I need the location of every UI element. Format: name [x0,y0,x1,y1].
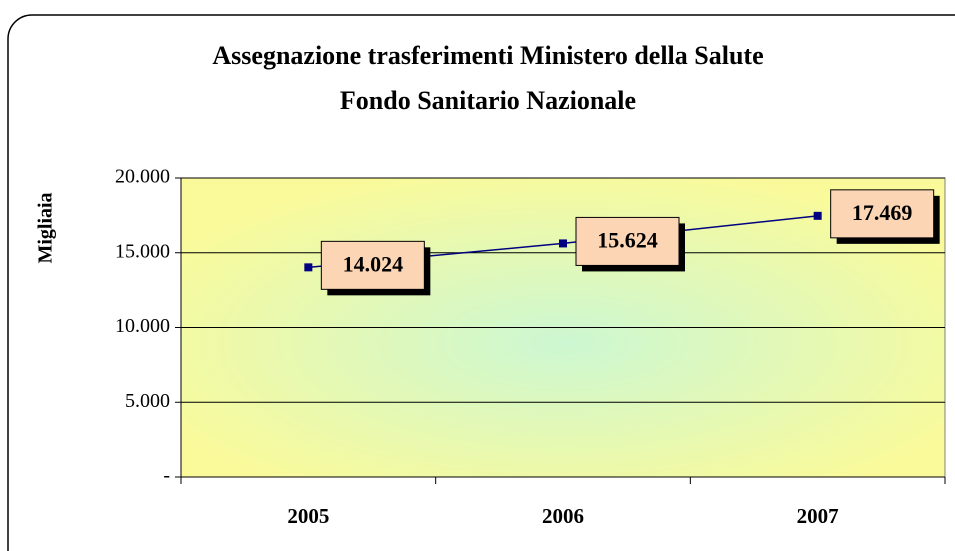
marker [559,239,567,248]
label-box [575,216,680,266]
marker [304,263,313,272]
label-box [830,189,935,239]
data-label: 15.624 [597,227,658,252]
chart-subtitle: Fondo Sanitario Nazionale [340,86,636,115]
x-tick-label: 2006 [542,504,584,528]
data-label: 17.469 [852,200,913,225]
x-tick-label: 2007 [797,504,839,528]
y-tick-label: 5.000 [125,390,170,412]
y-tick-label: 10.000 [115,315,170,337]
y-tick-label: 20.000 [115,166,170,188]
x-tick-label: 2005 [287,504,329,528]
chart-title: Assegnazione trasferimenti Ministero del… [212,41,763,70]
y-tick-label: 15.000 [115,240,170,262]
marker [813,211,822,220]
label-box [320,240,425,290]
y-axis-label: Migliaia [35,192,57,263]
data-label: 14.024 [343,251,404,276]
y-tick-label: - [163,465,170,487]
